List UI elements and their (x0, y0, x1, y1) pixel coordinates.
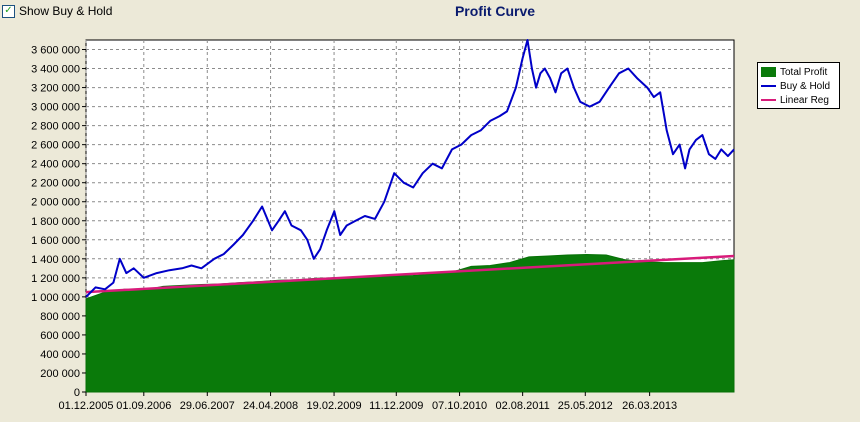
linear-reg-series (85, 254, 735, 294)
y-tick-label: 800 000 (40, 311, 80, 323)
x-tick-label: 01.09.2006 (116, 400, 171, 412)
legend-swatch-total-profit (761, 67, 776, 77)
x-tick-label: 19.02.2009 (307, 400, 362, 412)
x-tick-label: 25.05.2012 (558, 400, 613, 412)
buy-hold-line (85, 39, 735, 298)
y-tick-label: 2 000 000 (31, 197, 80, 209)
x-tick-label: 11.12.2009 (369, 400, 423, 412)
total-profit-area (85, 253, 735, 393)
show-buy-hold-label[interactable]: Show Buy & Hold (19, 4, 113, 18)
buy-hold-series (85, 39, 735, 298)
y-tick-label: 3 200 000 (31, 83, 80, 95)
legend-swatch-buy-hold (761, 85, 776, 87)
y-tick-label: 2 600 000 (31, 140, 80, 152)
y-tick-label: 400 000 (40, 349, 80, 361)
y-tick-label: 2 800 000 (31, 121, 80, 133)
x-tick-label: 26.03.2013 (622, 400, 677, 412)
y-tick-label: 2 200 000 (31, 178, 80, 190)
y-tick-label: 200 000 (40, 368, 80, 380)
toolbar: ✓ Show Buy & Hold (2, 2, 112, 20)
y-tick-label: 3 400 000 (31, 64, 80, 76)
x-tick-label: 07.10.2010 (432, 400, 487, 412)
legend-item-total-profit: Total Profit (761, 65, 836, 79)
legend-label-total-profit: Total Profit (780, 66, 828, 78)
y-tick-label: 1 400 000 (31, 254, 80, 266)
x-tick-label: 02.08.2011 (496, 400, 550, 412)
x-axis: 01.12.2005 01.09.2006 29.06.2007 24.04.2008… (58, 392, 677, 412)
y-tick-label: 1 000 000 (31, 292, 80, 304)
y-tick-label: 2 400 000 (31, 159, 80, 171)
total-profit-series (85, 253, 735, 393)
show-buy-hold-checkbox[interactable]: ✓ (2, 4, 15, 18)
legend-item-linear-reg: Linear Reg (761, 93, 836, 107)
y-tick-label: 3 000 000 (31, 102, 80, 114)
y-tick-label: 1 200 000 (31, 273, 80, 285)
y-tick-label: 1 800 000 (31, 216, 80, 228)
legend-swatch-linear-reg (761, 99, 776, 101)
legend: Total Profit Buy & Hold Linear Reg (757, 62, 840, 109)
legend-label-linear-reg: Linear Reg (780, 94, 829, 106)
y-tick-label: 0 (74, 387, 80, 399)
linear-reg-line (85, 254, 735, 294)
x-tick-label: 29.06.2007 (180, 400, 235, 412)
x-tick-label: 24.04.2008 (243, 400, 298, 412)
legend-item-buy-hold: Buy & Hold (761, 79, 836, 93)
y-tick-label: 1 600 000 (31, 235, 80, 247)
y-tick-label: 600 000 (40, 330, 80, 342)
y-axis: 0 200 000 400 000 600 000 800 000 1 000 000 1 … (31, 45, 86, 399)
legend-label-buy-hold: Buy & Hold (780, 80, 831, 92)
y-tick-label: 3 600 000 (31, 45, 80, 57)
x-tick-label: 01.12.2005 (58, 400, 113, 412)
chart-title: Profit Curve (454, 3, 536, 19)
